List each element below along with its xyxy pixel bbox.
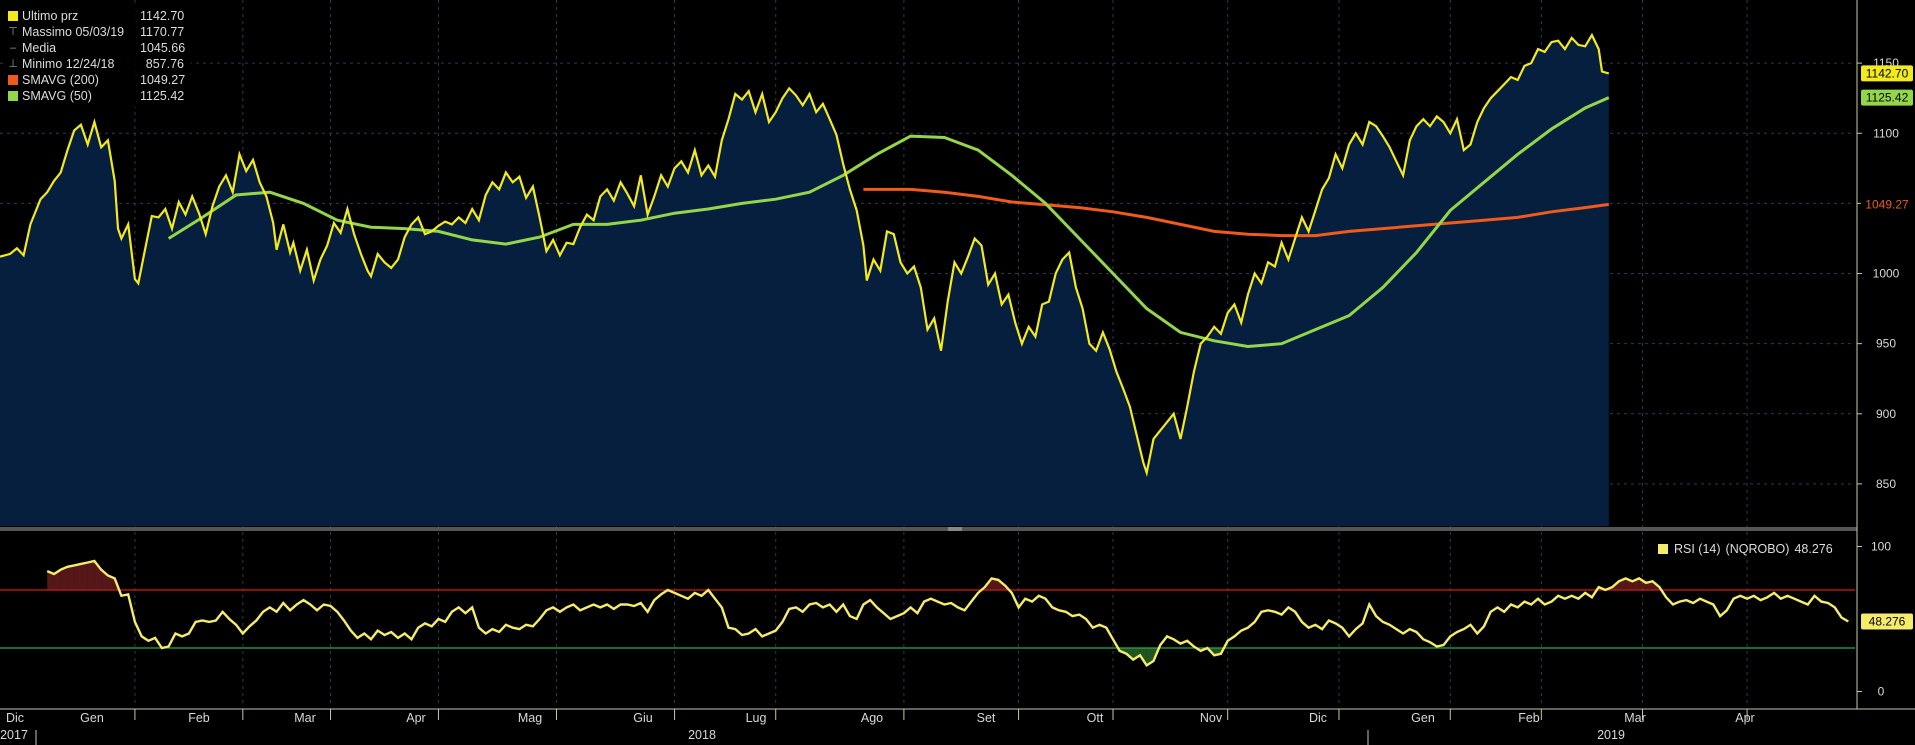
month-label: Apr — [1735, 711, 1754, 725]
month-label: Ago — [861, 711, 883, 725]
month-label: Lug — [746, 711, 767, 725]
overbought-fill — [47, 571, 54, 590]
sma200-callout-box — [1861, 196, 1913, 213]
overbought-fill — [74, 563, 81, 590]
low-marker-icon: ⊥ — [8, 58, 18, 70]
overbought-fill — [991, 578, 999, 590]
overbought-fill — [67, 565, 75, 590]
last-price-line — [0, 32, 1610, 477]
legend-item-last-price: Ultimo prz 1142.70 — [8, 8, 185, 24]
month-label: Mar — [1624, 711, 1646, 725]
average-marker-icon: – — [9, 42, 17, 54]
legend-value-last-price: 1142.70 — [140, 9, 185, 23]
legend-value-sma200: 1049.27 — [140, 73, 186, 87]
year-label: 2017 — [0, 728, 28, 742]
month-label: Mar — [294, 711, 316, 725]
legend-item-average: – Media 1045.66 — [8, 40, 185, 56]
oversold-fill — [1133, 648, 1140, 660]
month-label: Ott — [1087, 711, 1104, 725]
rsi-legend: RSI (14) (NQROBO) 48.276 — [1652, 540, 1839, 558]
month-label: Nov — [1200, 711, 1223, 725]
price-tick-label: 1100 — [1873, 126, 1899, 140]
price-tick-label: 1000 — [1873, 267, 1900, 281]
overbought-fill — [53, 569, 61, 590]
high-marker-icon: ⊤ — [8, 26, 18, 38]
legend-value-low: 857.76 — [145, 57, 184, 71]
legend-swatch-rsi — [1658, 544, 1668, 554]
legend-label-sma50: SMAVG (50) — [22, 89, 92, 103]
year-label: 2019 — [1597, 728, 1625, 742]
rsi-tick-label: 0 — [1878, 685, 1885, 699]
legend-item-high: ⊤ Massimo 05/03/19 1170.77 — [8, 24, 185, 40]
price-tick-label: 900 — [1876, 407, 1896, 421]
sma50-line — [167, 96, 1610, 349]
legend-item-sma200: SMAVG (200) 1049.27 — [8, 72, 185, 88]
month-label: Feb — [1518, 711, 1540, 725]
month-label: Feb — [188, 711, 210, 725]
rsi-callout-box — [1861, 613, 1913, 630]
month-label: Dic — [1309, 711, 1327, 725]
price-tick-label: 850 — [1876, 477, 1896, 491]
legend-swatch-sma50 — [8, 91, 18, 101]
sma50-callout-text: 1125.42 — [1866, 91, 1909, 105]
month-label: Mag — [518, 711, 542, 725]
price-area-fill — [0, 35, 1609, 526]
month-label: Gen — [80, 711, 104, 725]
month-label: Dic — [6, 711, 24, 725]
legend-item-low: ⊥ Minimo 12/24/18 857.76 — [8, 56, 185, 72]
overbought-fill — [60, 566, 68, 590]
rsi-legend-ticker: (NQROBO) — [1725, 542, 1790, 556]
last-price-callout-text: 1142.70 — [1866, 66, 1909, 80]
price-tick-label: 950 — [1876, 337, 1896, 351]
chart-legend: Ultimo prz 1142.70 ⊤ Massimo 05/03/19 11… — [4, 6, 192, 107]
last-price-callout-box — [1861, 65, 1913, 82]
rsi-line — [46, 559, 1849, 668]
month-label: Set — [977, 711, 996, 725]
month-label: Giu — [633, 711, 653, 725]
overbought-fill — [1639, 578, 1646, 590]
rsi-legend-value: 48.276 — [1794, 542, 1833, 556]
rsi-legend-name: RSI (14) — [1674, 542, 1721, 556]
legend-swatch-last-price — [8, 11, 18, 21]
year-label: 2018 — [688, 728, 716, 742]
month-label: Apr — [406, 711, 425, 725]
legend-value-sma50: 1125.42 — [140, 89, 185, 103]
legend-value-high: 1170.77 — [140, 25, 185, 39]
overbought-fill — [107, 575, 115, 590]
legend-value-average: 1045.66 — [140, 41, 186, 55]
sma200-callout-text: 1049.27 — [1865, 197, 1909, 211]
legend-label-sma200: SMAVG (200) — [22, 73, 99, 87]
sma200-line — [863, 187, 1610, 238]
legend-label-average: Media — [22, 41, 57, 55]
legend-label-last-price: Ultimo prz — [22, 9, 79, 23]
overbought-fill — [80, 562, 88, 590]
rsi-callout-text: 48.276 — [1869, 614, 1906, 628]
month-label: Gen — [1411, 711, 1435, 725]
legend-label-low: Minimo 12/24/18 — [22, 57, 115, 71]
pane-divider — [0, 527, 1857, 531]
legend-item-sma50: SMAVG (50) 1125.42 — [8, 88, 185, 104]
sma50-callout-box — [1861, 89, 1913, 106]
legend-label-high: Massimo 05/03/19 — [22, 25, 125, 39]
overbought-fill — [87, 561, 95, 590]
rsi-tick-label: 100 — [1871, 540, 1891, 554]
pane-divider-handle — [948, 527, 962, 531]
legend-swatch-sma200 — [8, 75, 18, 85]
